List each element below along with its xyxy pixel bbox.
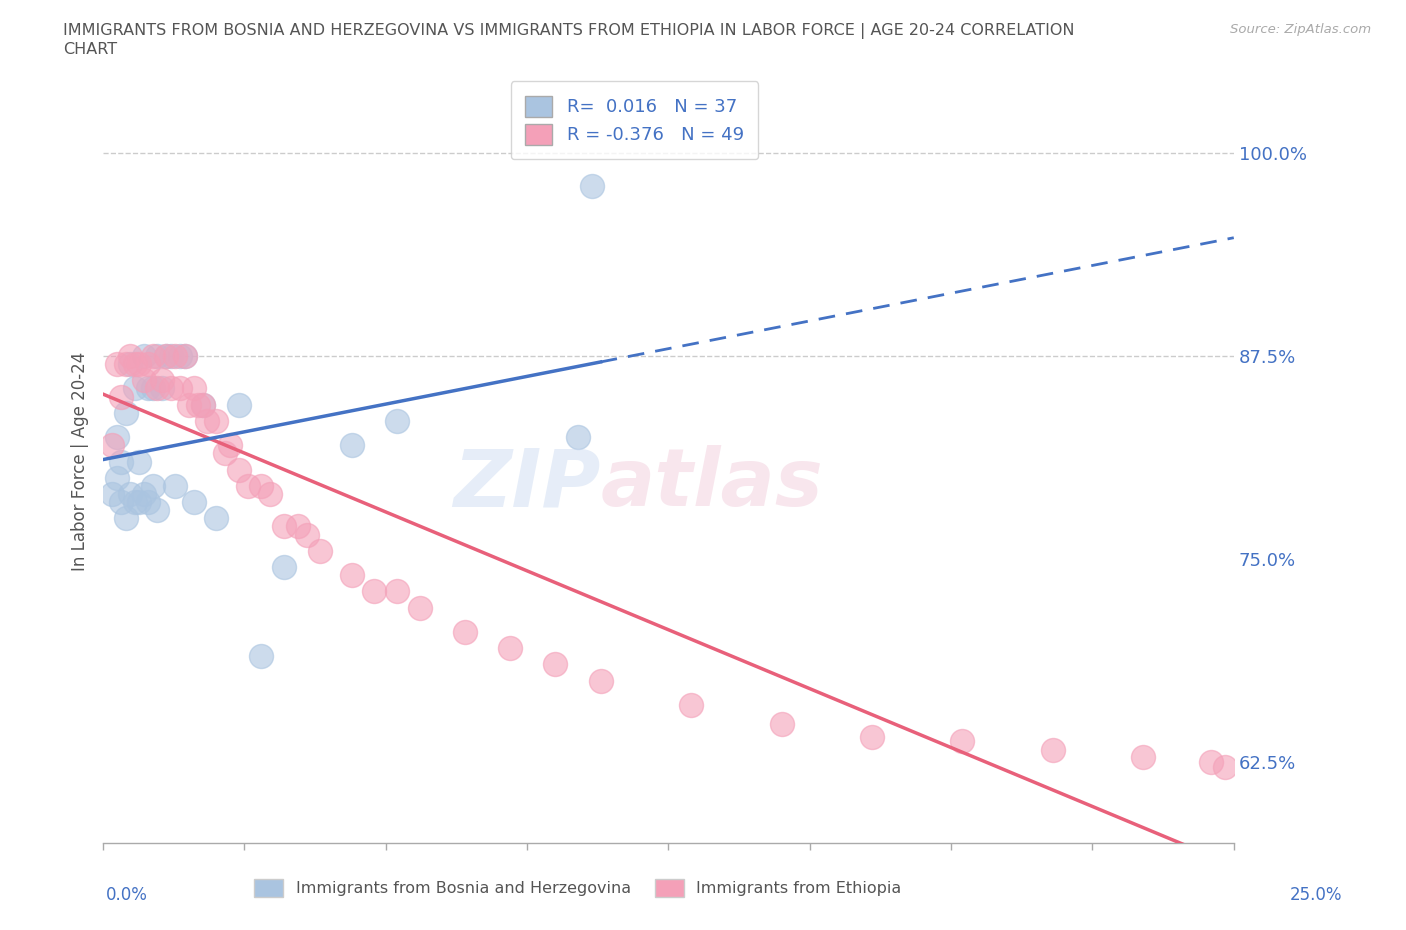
Point [138,381,160,396]
Point [138,495,160,510]
Point [454,625,477,640]
Point [273,560,295,575]
Point [287,519,309,534]
Point [146,503,169,518]
Point [146,349,169,364]
Point [169,381,191,396]
Point [110,389,132,404]
Point [681,698,703,712]
Point [309,543,332,558]
Point [228,397,250,412]
Point [273,519,295,534]
Point [218,438,240,453]
Point [1042,743,1064,758]
Point [110,454,132,469]
Point [195,414,218,429]
Text: 0.0%: 0.0% [105,886,148,904]
Point [120,486,142,501]
Point [160,381,183,396]
Point [128,357,150,372]
Point [385,584,408,599]
Point [1132,750,1154,764]
Point [142,381,165,396]
Point [340,567,363,582]
Point [132,373,155,388]
Point [160,349,183,364]
Point [183,381,205,396]
Point [155,349,177,364]
Point [150,381,173,396]
Y-axis label: In Labor Force | Age 20-24: In Labor Force | Age 20-24 [72,352,89,571]
Point [340,438,363,453]
Point [132,349,155,364]
Point [169,349,191,364]
Point [228,462,250,477]
Point [770,717,793,732]
Point [120,349,142,364]
Point [101,486,124,501]
Point [214,446,236,461]
Legend: R=  0.016   N = 37, R = -0.376   N = 49: R= 0.016 N = 37, R = -0.376 N = 49 [510,82,758,159]
Point [952,733,974,748]
Point [409,600,432,615]
Point [183,495,205,510]
Point [236,478,259,493]
Point [114,405,136,420]
Point [205,511,228,525]
Text: ZIP: ZIP [453,445,600,524]
Point [187,397,209,412]
Point [259,486,281,501]
Text: IMMIGRANTS FROM BOSNIA AND HERZEGOVINA VS IMMIGRANTS FROM ETHIOPIA IN LABOR FORC: IMMIGRANTS FROM BOSNIA AND HERZEGOVINA V… [63,23,1074,39]
Point [173,349,195,364]
Point [105,471,128,485]
Text: Source: ZipAtlas.com: Source: ZipAtlas.com [1230,23,1371,36]
Point [124,357,146,372]
Point [128,454,150,469]
Point [191,397,214,412]
Point [114,511,136,525]
Point [250,478,273,493]
Point [589,673,612,688]
Point [165,349,187,364]
Point [544,657,567,671]
Point [581,179,603,193]
Point [105,357,128,372]
Point [385,414,408,429]
Point [142,478,165,493]
Point [150,373,173,388]
Point [250,649,273,664]
Point [146,381,169,396]
Point [114,357,136,372]
Point [155,349,177,364]
Point [124,495,146,510]
Point [120,357,142,372]
Point [173,349,195,364]
Point [110,495,132,510]
Point [1199,754,1222,769]
Text: CHART: CHART [63,42,117,57]
Point [191,397,214,412]
Point [177,397,200,412]
Point [567,430,589,445]
Text: 25.0%: 25.0% [1291,886,1343,904]
Point [499,641,522,656]
Point [128,495,150,510]
Point [105,430,128,445]
Point [138,357,160,372]
Point [860,730,883,745]
Point [165,478,187,493]
Point [363,584,385,599]
Point [124,381,146,396]
Text: atlas: atlas [600,445,824,524]
Point [132,486,155,501]
Point [101,438,124,453]
Point [142,349,165,364]
Point [295,527,318,542]
Point [1213,759,1236,774]
Point [205,414,228,429]
